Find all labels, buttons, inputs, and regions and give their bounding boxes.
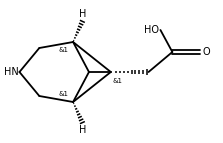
Text: O: O <box>202 47 210 57</box>
Text: &1: &1 <box>58 91 68 97</box>
Text: H: H <box>79 125 87 135</box>
Text: H: H <box>79 9 87 19</box>
Text: &1: &1 <box>113 78 123 84</box>
Text: HO: HO <box>145 25 159 35</box>
Text: HN: HN <box>4 67 19 77</box>
Text: &1: &1 <box>58 47 68 53</box>
